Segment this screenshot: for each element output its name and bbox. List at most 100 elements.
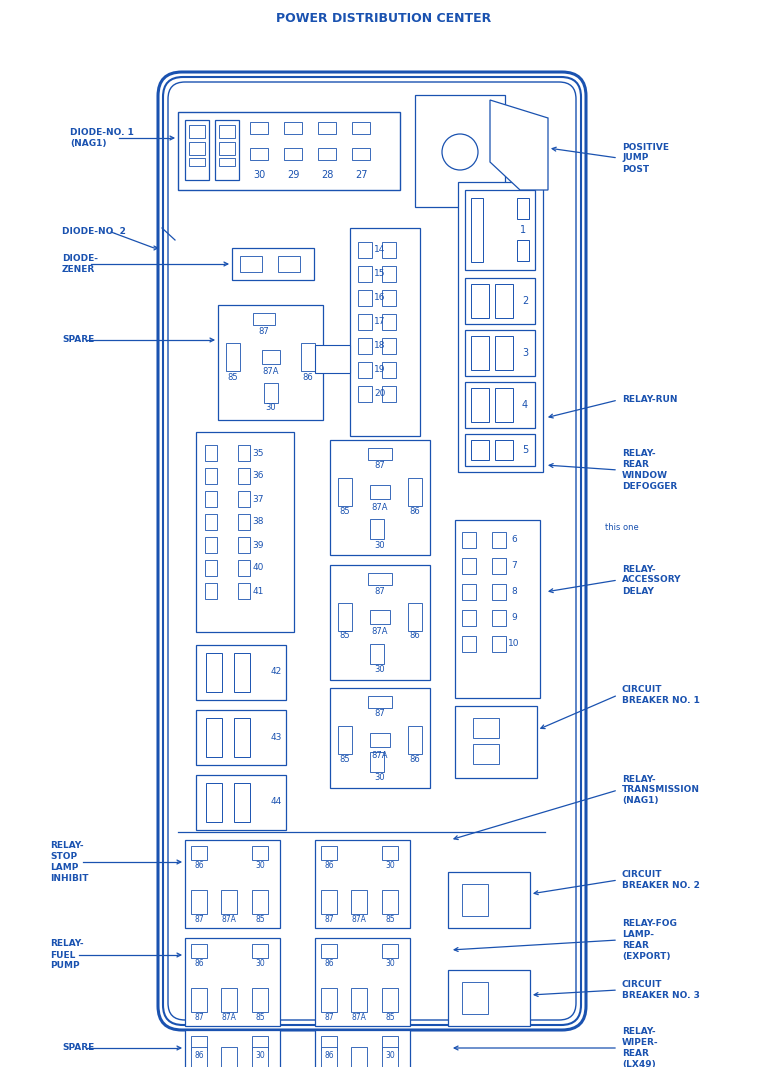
Bar xyxy=(358,266,372,282)
Text: PUMP: PUMP xyxy=(50,961,80,971)
Text: 30: 30 xyxy=(375,541,386,550)
Bar xyxy=(370,485,390,499)
Text: 30: 30 xyxy=(266,403,276,413)
Text: WIPER-: WIPER- xyxy=(622,1038,659,1047)
Text: 44: 44 xyxy=(270,797,282,807)
Text: 87: 87 xyxy=(259,327,270,335)
Bar xyxy=(370,644,384,664)
Text: 29: 29 xyxy=(286,170,300,180)
Text: 85: 85 xyxy=(339,754,350,764)
Text: INHIBIT: INHIBIT xyxy=(50,874,88,883)
Bar xyxy=(382,944,398,958)
Bar xyxy=(465,278,535,324)
Text: 35: 35 xyxy=(252,448,263,458)
Bar xyxy=(368,573,392,585)
Bar xyxy=(382,386,396,402)
Text: 20: 20 xyxy=(374,389,386,398)
Text: 85: 85 xyxy=(339,632,350,640)
Bar xyxy=(205,537,217,553)
Text: 86: 86 xyxy=(303,372,313,382)
Bar xyxy=(517,240,529,261)
Bar xyxy=(238,583,250,599)
Bar xyxy=(191,846,207,860)
Bar xyxy=(358,290,372,306)
Text: SPARE: SPARE xyxy=(62,335,94,345)
Text: REAR: REAR xyxy=(622,1049,649,1058)
Text: BREAKER NO. 1: BREAKER NO. 1 xyxy=(622,696,700,705)
Bar xyxy=(252,988,268,1012)
Text: 87A: 87A xyxy=(352,1013,366,1021)
Text: ZENER: ZENER xyxy=(62,265,95,274)
Text: (EXPORT): (EXPORT) xyxy=(622,952,670,961)
Bar xyxy=(492,636,506,652)
Bar xyxy=(455,520,540,698)
Text: 6: 6 xyxy=(511,536,517,544)
Bar xyxy=(191,988,207,1012)
Bar xyxy=(358,362,372,378)
Bar xyxy=(382,890,398,914)
Text: 30: 30 xyxy=(253,170,265,180)
Text: 28: 28 xyxy=(321,170,333,180)
Text: SPARE: SPARE xyxy=(62,1044,94,1052)
Bar xyxy=(492,558,506,574)
Bar xyxy=(455,706,537,778)
Text: RELAY-: RELAY- xyxy=(50,841,84,850)
Text: 37: 37 xyxy=(252,494,263,504)
Bar xyxy=(284,148,302,160)
Text: POST: POST xyxy=(622,164,649,174)
Bar xyxy=(350,228,420,436)
Bar xyxy=(315,840,410,928)
Bar xyxy=(240,256,262,272)
Bar xyxy=(191,944,207,958)
Text: 86: 86 xyxy=(194,860,204,870)
Bar xyxy=(517,198,529,219)
Text: 30: 30 xyxy=(385,860,395,870)
Text: RELAY-: RELAY- xyxy=(622,564,656,573)
Text: 86: 86 xyxy=(409,754,420,764)
Text: RELAY-RUN: RELAY-RUN xyxy=(622,396,677,404)
Bar xyxy=(465,330,535,376)
Text: 7: 7 xyxy=(511,561,517,571)
Text: 85: 85 xyxy=(255,1013,265,1021)
Bar xyxy=(471,284,489,318)
Bar xyxy=(458,182,543,472)
Text: 87A: 87A xyxy=(221,1013,237,1021)
Bar xyxy=(250,148,268,160)
Text: 85: 85 xyxy=(227,372,238,382)
Text: 85: 85 xyxy=(339,507,350,515)
Text: 30: 30 xyxy=(385,1051,395,1060)
Bar xyxy=(492,584,506,600)
Bar xyxy=(278,256,300,272)
FancyBboxPatch shape xyxy=(158,71,586,1030)
Bar xyxy=(358,338,372,354)
Text: POSITIVE: POSITIVE xyxy=(622,143,669,152)
Bar xyxy=(205,468,217,484)
Bar xyxy=(382,290,396,306)
Bar xyxy=(219,142,235,155)
Bar xyxy=(252,1036,268,1050)
Bar xyxy=(338,478,352,506)
Bar xyxy=(238,491,250,507)
Bar xyxy=(338,603,352,631)
Bar xyxy=(382,266,396,282)
Text: 86: 86 xyxy=(324,958,334,968)
Bar xyxy=(301,343,315,371)
Bar xyxy=(462,558,476,574)
Bar xyxy=(234,783,250,822)
Bar xyxy=(351,988,367,1012)
Bar xyxy=(238,560,250,576)
Bar xyxy=(238,537,250,553)
Bar xyxy=(465,434,535,466)
Text: 86: 86 xyxy=(194,958,204,968)
Text: 17: 17 xyxy=(374,318,386,327)
Text: 1: 1 xyxy=(520,225,526,235)
Bar xyxy=(219,158,235,166)
Bar xyxy=(318,122,336,134)
Text: 87A: 87A xyxy=(372,627,389,637)
Text: 87: 87 xyxy=(194,1013,204,1021)
Bar xyxy=(370,519,384,539)
Bar xyxy=(382,1047,398,1067)
Bar xyxy=(408,603,422,631)
Bar xyxy=(238,468,250,484)
Text: 86: 86 xyxy=(324,860,334,870)
